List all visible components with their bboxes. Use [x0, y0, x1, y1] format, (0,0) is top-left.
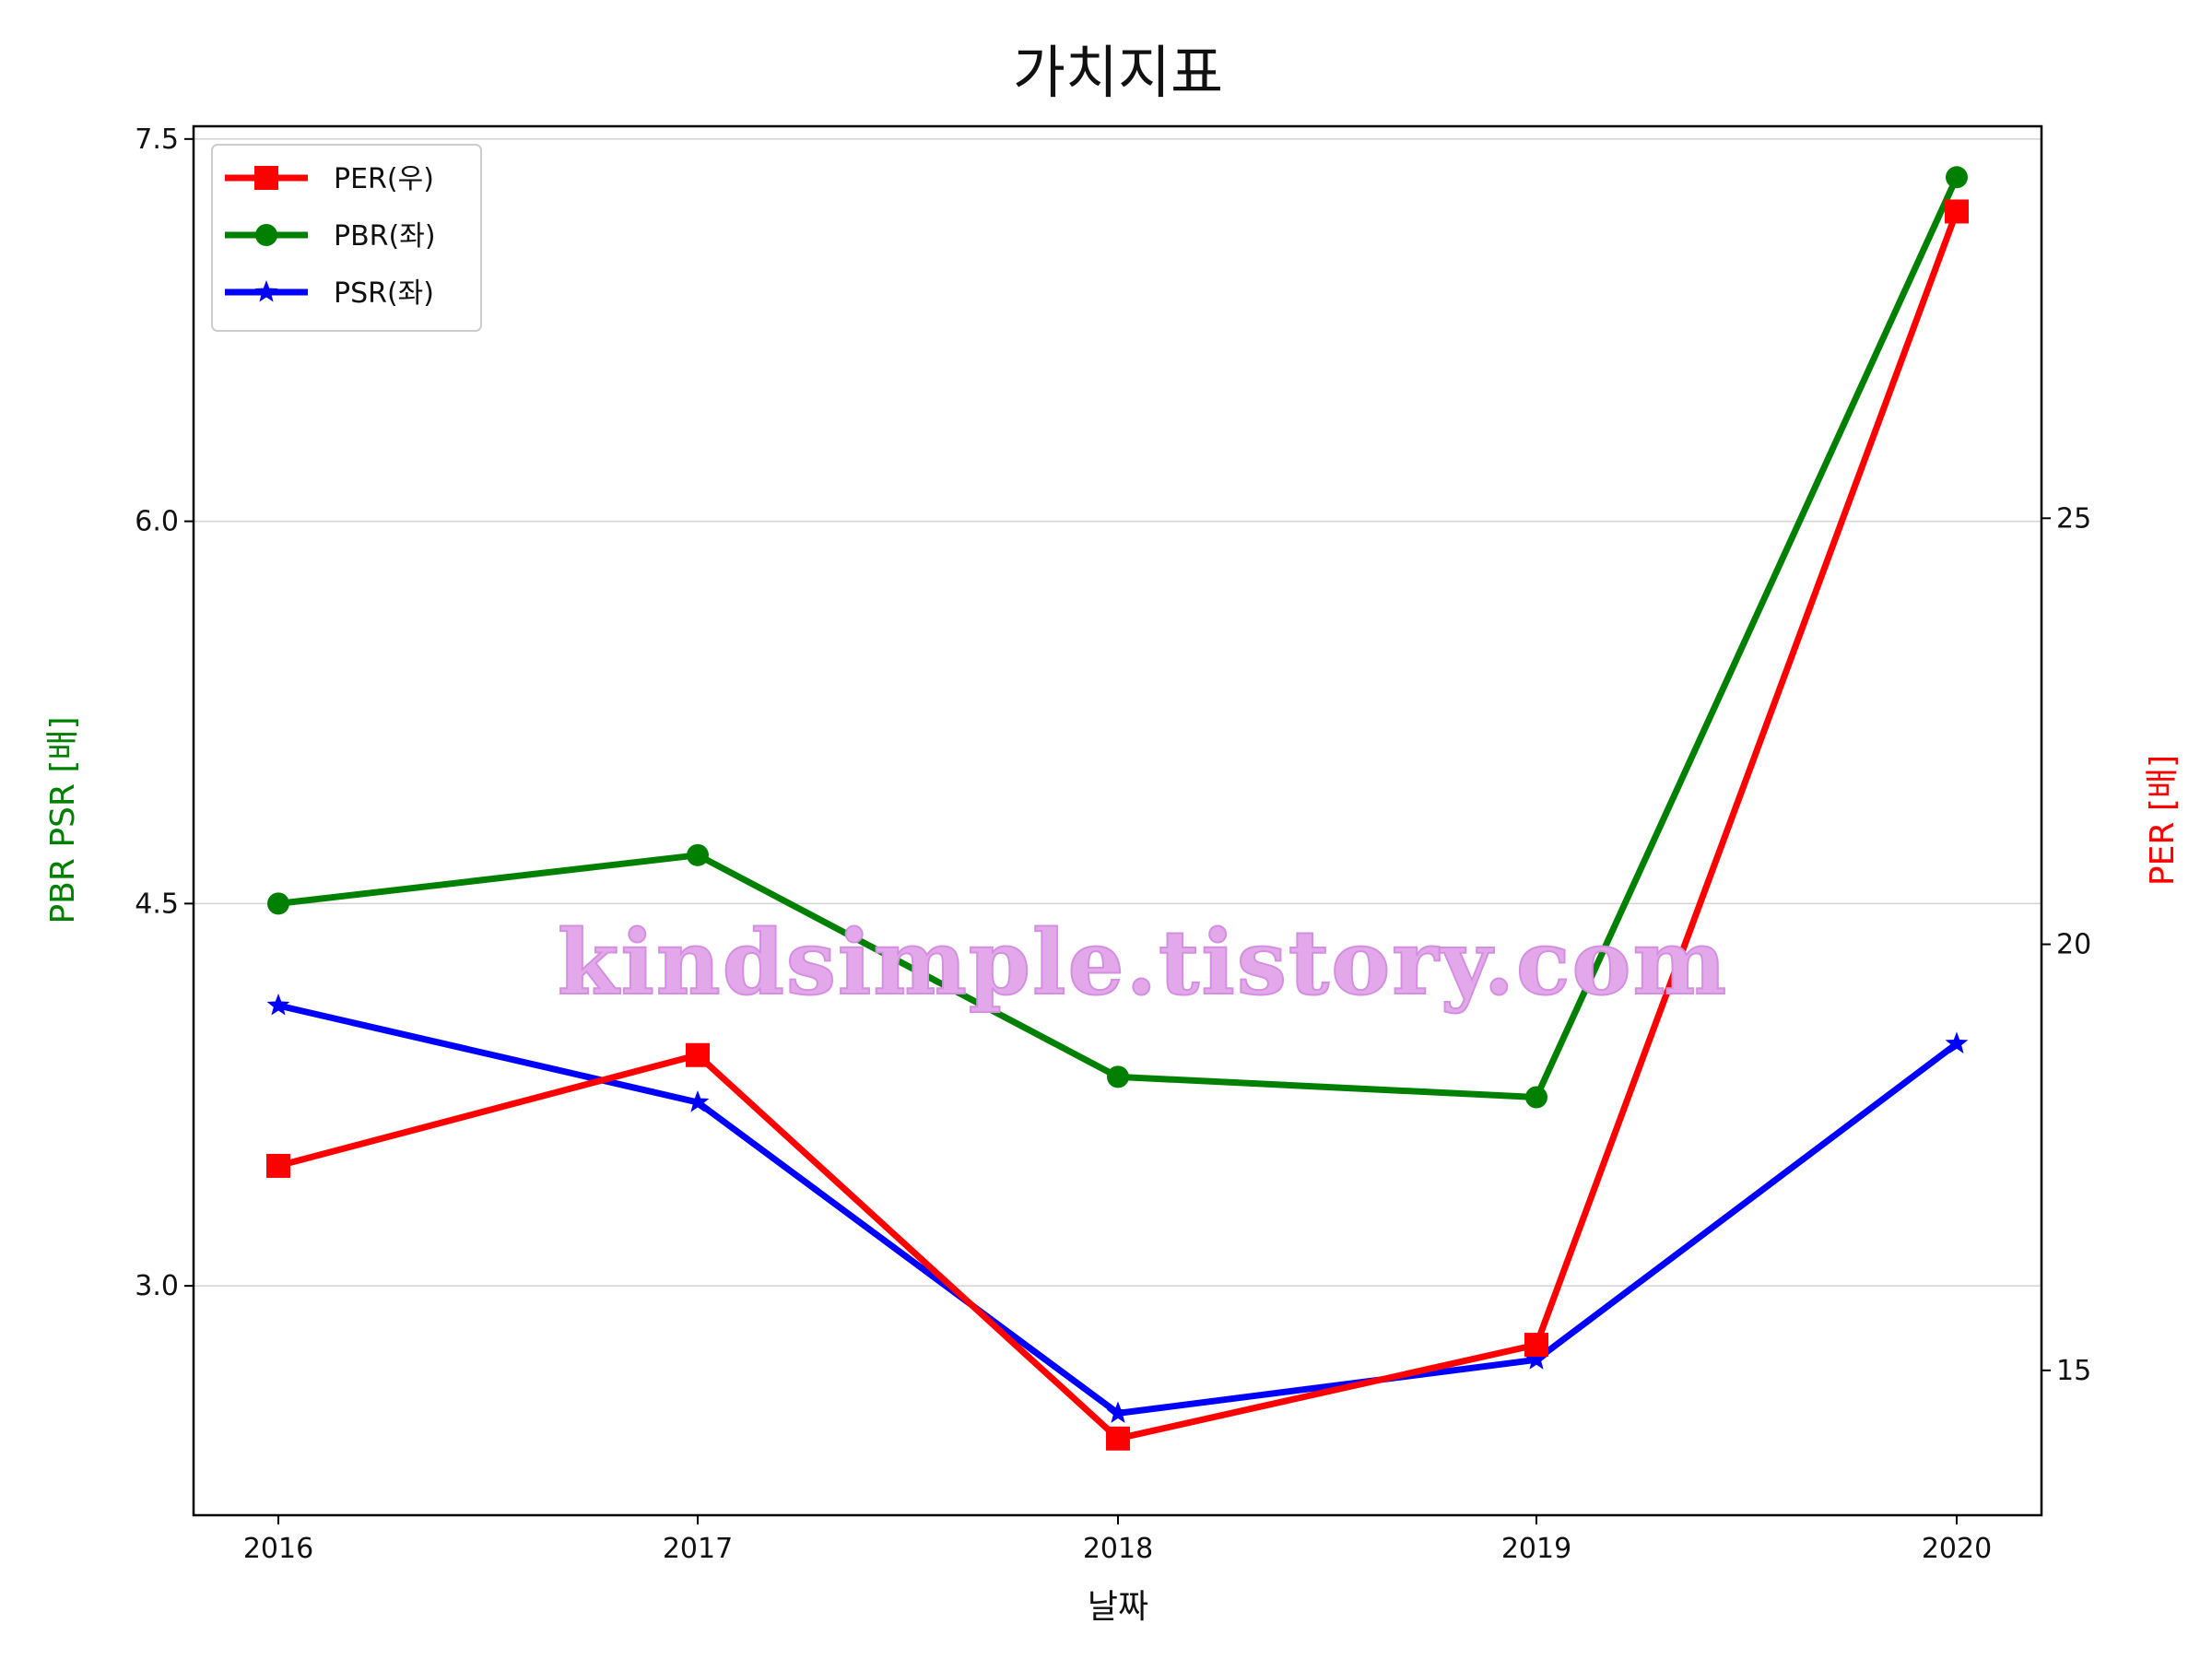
data-point — [687, 843, 709, 866]
data-point — [1524, 1347, 1548, 1370]
y-left-tick-label: 7.5 — [135, 124, 179, 156]
x-tick-label: 2020 — [1922, 1533, 1992, 1565]
data-point — [1106, 1401, 1130, 1423]
x-tick-label: 2019 — [1501, 1533, 1571, 1565]
x-tick-label: 2018 — [1083, 1533, 1153, 1565]
legend-label: PER(우) — [334, 163, 434, 195]
axis-ticks: 3.0 4.5 6.0 7.5 15 20 25 2016 2017 2018 2019 2020 — [135, 124, 2091, 1565]
legend-label: PSR(좌) — [334, 277, 434, 310]
series-line — [277, 210, 1960, 1442]
y-left-tick-label: 3.0 — [135, 1270, 179, 1302]
y-left-tick-label: 6.0 — [135, 506, 179, 538]
data-point — [686, 1042, 710, 1067]
legend-marker — [254, 166, 278, 190]
y-axis-left-title: PBR PSR [배] — [44, 716, 82, 924]
series-PBR(좌) — [267, 166, 1968, 1109]
data-point — [267, 892, 289, 915]
y-right-tick-label: 15 — [2056, 1355, 2091, 1387]
data-point — [686, 1090, 710, 1112]
data-point — [1945, 1031, 1969, 1053]
x-tick-label: 2017 — [663, 1533, 733, 1565]
series-group — [266, 166, 1969, 1451]
plot-frame — [192, 124, 2043, 1517]
data-point — [1945, 199, 1969, 224]
data-point — [266, 1153, 290, 1178]
data-point — [266, 994, 290, 1016]
legend-marker — [254, 280, 278, 302]
data-point — [1946, 166, 1968, 189]
data-point — [1107, 1065, 1129, 1088]
y-right-tick-label: 20 — [2056, 929, 2091, 961]
y-left-tick-label: 4.5 — [135, 888, 179, 920]
legend-box — [211, 144, 482, 332]
grid-lines — [194, 138, 2041, 1287]
series-PSR(좌) — [266, 994, 1969, 1423]
data-point — [1525, 1086, 1547, 1109]
legend: PER(우) PBR(좌) PSR(좌) — [211, 144, 482, 332]
data-point — [1106, 1426, 1130, 1451]
y-axis-right-title: PER [배] — [2144, 755, 2182, 886]
series-PER(우) — [266, 199, 1969, 1451]
legend-marker — [255, 224, 277, 246]
data-point — [1524, 1333, 1548, 1358]
watermark: kindsimple.tistory.com — [558, 911, 1728, 1015]
x-axis-title: 날짜 — [1088, 1588, 1148, 1626]
chart-title: 가치지표 — [1013, 39, 1223, 106]
legend-label: PBR(좌) — [334, 220, 436, 253]
y-right-tick-label: 25 — [2056, 502, 2091, 535]
x-tick-label: 2016 — [243, 1533, 313, 1565]
